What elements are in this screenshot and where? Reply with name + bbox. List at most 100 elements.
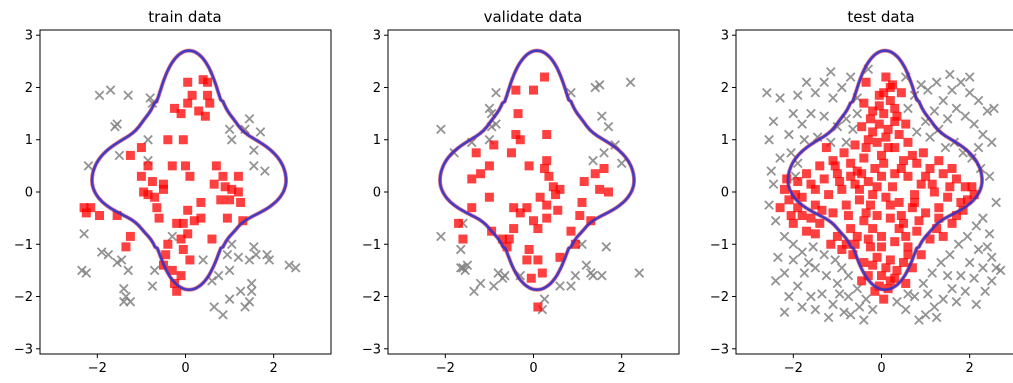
inside-point-marker — [194, 106, 204, 116]
inside-point-marker — [903, 171, 913, 181]
outside-point-marker — [224, 294, 235, 304]
outside-point-marker — [986, 252, 997, 263]
inside-point-marker — [835, 177, 845, 187]
inside-point-marker — [125, 231, 135, 241]
inside-point-marker — [163, 239, 173, 249]
outside-point-marker — [634, 268, 645, 278]
outside-point-marker — [929, 302, 940, 312]
inside-point-marker — [176, 109, 186, 119]
inside-point-marker — [848, 250, 858, 260]
outside-point-marker — [768, 116, 779, 127]
outside-point-marker — [900, 304, 911, 315]
predicted-boundary-line — [438, 49, 636, 292]
inside-point-marker — [896, 88, 906, 98]
outside-point-marker — [262, 249, 272, 260]
inside-point-marker — [793, 177, 803, 187]
inside-point-marker — [857, 122, 867, 132]
inside-point-marker — [476, 169, 486, 179]
inside-point-marker — [903, 137, 913, 147]
inside-point-marker — [203, 90, 213, 100]
outside-point-marker — [859, 315, 869, 325]
outside-point-marker — [788, 239, 799, 250]
outside-point-marker — [964, 257, 975, 268]
outside-point-marker — [770, 276, 781, 286]
inside-point-marker — [233, 171, 243, 181]
outside-point-marker — [603, 121, 614, 132]
inside-point-marker — [167, 265, 177, 275]
inside-point-marker — [967, 182, 977, 192]
outside-point-marker — [960, 111, 971, 122]
outside-point-marker — [951, 296, 962, 307]
inside-point-marker — [187, 90, 197, 100]
inside-point-marker — [832, 169, 842, 179]
inside-point-marker — [222, 213, 232, 223]
inside-point-marker — [236, 197, 246, 207]
outside-point-marker — [264, 255, 275, 265]
outside-point-marker — [779, 307, 790, 318]
outside-point-marker — [244, 114, 255, 124]
inside-point-marker — [892, 111, 902, 121]
inside-point-marker — [502, 242, 512, 252]
outside-point-marker — [978, 129, 988, 140]
inside-point-marker — [136, 171, 146, 181]
y-tick-label: 1 — [25, 133, 33, 148]
outside-point-marker — [845, 309, 856, 320]
outside-point-marker — [956, 77, 966, 88]
outside-point-marker — [249, 161, 259, 171]
inside-point-marker — [791, 190, 801, 200]
inside-point-marker — [899, 218, 909, 228]
outside-point-marker — [94, 90, 105, 101]
outside-point-marker — [978, 262, 988, 273]
outside-point-marker — [222, 249, 233, 260]
inside-point-marker — [524, 244, 534, 254]
outside-point-marker — [971, 221, 982, 231]
inside-point-marker — [868, 260, 878, 270]
outside-point-marker — [436, 124, 446, 135]
inside-point-marker — [865, 200, 875, 210]
inside-point-marker — [178, 244, 188, 254]
inside-point-marker — [200, 111, 210, 121]
inside-point-marker — [454, 218, 464, 228]
inside-point-marker — [916, 179, 926, 189]
inside-point-marker — [553, 205, 563, 215]
inside-point-marker — [178, 135, 188, 145]
inside-point-marker — [810, 184, 820, 194]
inside-point-marker — [575, 211, 585, 221]
panel-validate: −2 0 2 −3 −2 −1 0 1 2 3 validate data — [362, 8, 680, 376]
outside-point-marker — [843, 270, 854, 281]
outside-point-marker — [240, 302, 250, 312]
outside-point-marker — [116, 255, 127, 265]
outside-point-marker — [973, 142, 984, 153]
inside-point-marker — [458, 234, 468, 244]
inside-point-marker — [868, 127, 878, 137]
y-tick-label: 3 — [25, 29, 33, 44]
inside-point-marker — [832, 231, 842, 241]
inside-point-marker — [872, 211, 882, 221]
outside-point-marker — [251, 249, 261, 260]
inside-point-marker — [839, 148, 849, 158]
inside-point-marker — [846, 158, 856, 168]
inside-point-marker — [837, 184, 847, 194]
inside-point-marker — [843, 211, 853, 221]
inside-point-marker — [183, 229, 193, 239]
inside-point-marker — [879, 158, 889, 168]
inside-point-marker — [815, 161, 825, 171]
inside-point-marker — [196, 213, 206, 223]
inside-point-marker — [150, 192, 160, 202]
inside-point-marker — [899, 258, 909, 268]
outside-point-marker — [995, 265, 1006, 276]
inside-point-marker — [815, 218, 825, 228]
outside-point-marker — [936, 257, 946, 268]
outside-point-marker — [469, 286, 479, 297]
inside-point-marker — [861, 143, 871, 153]
inside-point-marker — [504, 234, 514, 244]
inside-point-marker — [885, 96, 895, 106]
inside-point-marker — [865, 242, 875, 252]
inside-point-marker — [802, 226, 812, 236]
outside-point-marker — [803, 257, 814, 268]
inside-point-marker — [894, 224, 904, 234]
outside-point-marker — [118, 283, 129, 294]
outside-point-marker — [112, 257, 122, 268]
inside-point-marker — [861, 77, 871, 87]
inside-point-marker — [793, 203, 803, 213]
